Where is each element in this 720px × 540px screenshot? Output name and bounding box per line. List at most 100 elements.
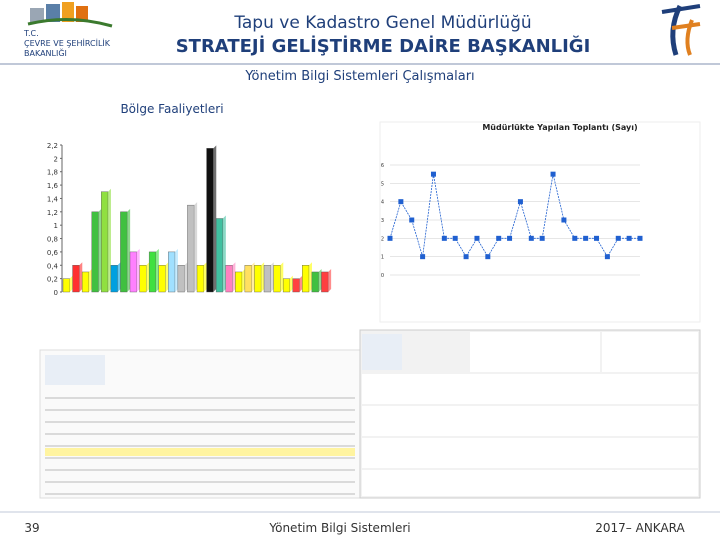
y-tick-label: 0 [381, 273, 384, 279]
point [387, 235, 393, 241]
y-tick-label: 1 [54, 222, 58, 230]
bar-side [251, 262, 255, 292]
bar [139, 265, 147, 293]
point [517, 199, 523, 205]
bar [235, 271, 243, 293]
footer-center: Yönetim Bilgi Sistemleri [268, 521, 410, 535]
bar-side [203, 262, 207, 292]
bar-side [155, 248, 159, 292]
bar-side [308, 262, 312, 292]
bar-side [69, 275, 73, 292]
y-tick-label: 3 [381, 218, 384, 224]
point [539, 235, 545, 241]
y-tick-label: 4 [381, 200, 384, 206]
bar-side [88, 268, 92, 292]
bar [302, 265, 310, 293]
bar-side [289, 275, 293, 292]
bar-side [270, 262, 274, 292]
bar [273, 265, 281, 293]
bar-side [184, 262, 188, 292]
bar [321, 271, 329, 293]
y-tick-label: 2,2 [47, 142, 58, 150]
ministry-logo [27, 2, 113, 28]
bar-side [127, 208, 131, 292]
y-tick-label: 0,8 [47, 236, 58, 244]
point [572, 235, 578, 241]
bar [62, 278, 70, 293]
point [441, 235, 447, 241]
y-tick-label: 1,2 [47, 209, 58, 217]
point [507, 235, 513, 241]
bar-side [174, 248, 178, 292]
bar-side [107, 188, 111, 292]
bar [120, 211, 128, 293]
section-title: Yönetim Bilgi Sistemleri Çalışmaları [244, 69, 474, 84]
y-tick-label: 0,4 [47, 262, 59, 270]
point [528, 235, 534, 241]
y-tick-label: 1,6 [47, 182, 59, 190]
point [583, 235, 589, 241]
bar [177, 265, 185, 293]
bar [168, 251, 176, 293]
table-screenshot-right [359, 329, 701, 499]
point [474, 235, 480, 241]
y-tick-label: 2 [54, 155, 58, 163]
bar [187, 204, 195, 293]
point [430, 171, 436, 177]
point [604, 254, 610, 260]
point [452, 235, 458, 241]
bar [311, 271, 319, 293]
line-series [389, 174, 640, 258]
bar [81, 271, 90, 293]
point [485, 254, 491, 260]
line-chart: 0 1 2 3 4 5 6 [381, 163, 643, 279]
page-number: 39 [24, 521, 39, 535]
bar-side [280, 262, 284, 292]
bar [244, 265, 252, 293]
bar-side [222, 215, 226, 292]
point [594, 235, 600, 241]
bar [196, 265, 204, 293]
bar [72, 265, 80, 293]
point [463, 254, 469, 260]
bar [110, 265, 118, 293]
y-tick-label: 6 [381, 163, 384, 169]
bar-side [299, 275, 303, 292]
y-tick-label: 0,6 [47, 249, 59, 257]
y-tick-label: 0 [54, 289, 58, 297]
footer-right: 2017– ANKARA [595, 521, 685, 535]
bar [225, 265, 233, 293]
bar-side [328, 268, 332, 292]
org-line: T.C. [23, 29, 39, 38]
bar [91, 211, 99, 293]
org-line: ÇEVRE VE ŞEHİRCİLİK [24, 38, 111, 48]
bar [158, 265, 166, 293]
header-subtitle: STRATEJİ GELİŞTİRME DAİRE BAŞKANLIĞI [176, 35, 591, 57]
bar-side [241, 268, 245, 292]
bar [148, 251, 157, 293]
bar-side [213, 145, 217, 292]
bar-chart: 0 0,2 0,4 0,6 0,8 1 1,2 1,4 1,6 1,8 2 2,2 [47, 142, 332, 297]
bar [215, 218, 224, 293]
bar-side [232, 262, 236, 292]
bar-side [194, 202, 198, 292]
point [398, 199, 404, 205]
y-tick-label: 1,4 [47, 195, 59, 203]
point [626, 235, 632, 241]
bar [263, 265, 271, 293]
bar [282, 278, 291, 293]
region-label: Bölge Faaliyetleri [120, 102, 223, 116]
y-tick-label: 5 [381, 181, 384, 187]
point [550, 171, 556, 177]
bar [254, 265, 262, 293]
line-chart-frame [379, 121, 701, 323]
point [637, 235, 643, 241]
point [420, 254, 426, 260]
line-chart-title: Müdürlükte Yapılan Toplantı (Sayı) [482, 123, 637, 132]
bar-side [117, 262, 121, 292]
tkgm-logo [661, 4, 701, 56]
bar-side [318, 268, 322, 292]
y-tick-label: 1,8 [47, 169, 58, 177]
